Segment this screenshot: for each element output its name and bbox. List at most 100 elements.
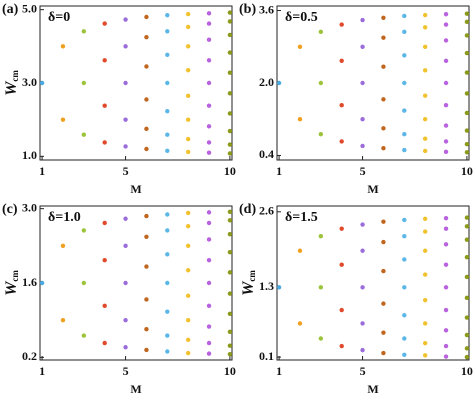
point [185, 136, 191, 142]
x-tick-label: 5 [123, 164, 129, 178]
point [227, 343, 233, 348]
point [227, 19, 233, 24]
point [60, 117, 66, 122]
point [464, 274, 470, 280]
point [206, 303, 212, 309]
panel-label: (c) [2, 202, 18, 217]
point [464, 332, 470, 338]
point [144, 213, 149, 219]
x-tick-label: 1 [39, 164, 45, 178]
point [339, 307, 344, 313]
point [443, 343, 449, 349]
point [81, 228, 87, 233]
plot-frame [39, 205, 233, 361]
point [227, 70, 233, 75]
point [227, 291, 233, 296]
point [144, 264, 149, 269]
point [443, 285, 449, 290]
point [185, 67, 191, 73]
point [318, 234, 324, 239]
point [165, 228, 170, 233]
point [206, 80, 212, 86]
point [206, 220, 212, 226]
point [102, 103, 107, 108]
point [60, 317, 66, 323]
point [381, 268, 386, 274]
point [443, 226, 449, 231]
point [464, 33, 470, 38]
point [422, 321, 428, 326]
point [185, 317, 191, 323]
point [144, 14, 149, 20]
point [102, 340, 107, 346]
point [165, 109, 170, 114]
point [227, 231, 233, 237]
point [185, 243, 191, 249]
panel-label: (d) [239, 202, 256, 217]
point [381, 146, 386, 151]
point [360, 117, 365, 122]
plot-frame [39, 5, 233, 161]
y-tick-label: 0.2 [22, 349, 37, 363]
point [443, 149, 449, 155]
point [185, 117, 191, 122]
point [402, 131, 407, 137]
y-axis-label-main: W [3, 80, 20, 96]
point [443, 307, 449, 313]
point [381, 97, 386, 102]
point [422, 353, 428, 358]
point [422, 93, 428, 98]
panel-title: δ=1.0 [48, 210, 81, 225]
point [123, 44, 128, 49]
point [464, 19, 470, 25]
point [422, 340, 428, 346]
point [206, 237, 212, 242]
panel-title: δ=0.5 [285, 10, 318, 25]
point [360, 44, 365, 49]
point [123, 243, 128, 249]
point [227, 329, 233, 335]
point [443, 216, 449, 221]
point [381, 15, 386, 20]
point [206, 58, 212, 63]
point [60, 243, 66, 249]
point [339, 226, 344, 231]
point [123, 117, 128, 122]
plot-frame [276, 205, 470, 361]
x-axis-label: M [367, 382, 378, 396]
y-tick-label: 1.0 [22, 148, 37, 162]
x-tick-label: 10 [224, 164, 236, 178]
x-tick-label: 1 [276, 364, 282, 378]
point [339, 58, 344, 64]
point [206, 21, 212, 26]
point [144, 234, 149, 239]
point [443, 328, 449, 333]
point [297, 321, 303, 326]
point [443, 139, 449, 144]
point [165, 52, 170, 57]
point [81, 333, 87, 338]
point [206, 140, 212, 145]
point [227, 32, 233, 38]
point [464, 237, 470, 242]
point [165, 252, 170, 257]
point [443, 102, 449, 108]
point [185, 223, 191, 229]
point [39, 80, 45, 86]
point [185, 350, 191, 356]
point [464, 315, 470, 320]
point [464, 346, 470, 351]
point [318, 80, 324, 86]
point [206, 324, 212, 329]
y-tick-label: 3.0 [22, 200, 37, 214]
point [185, 337, 191, 343]
point [443, 354, 449, 359]
point [144, 126, 149, 132]
x-tick-label: 1 [276, 164, 282, 178]
point [39, 280, 45, 286]
point [297, 44, 303, 49]
point [339, 262, 344, 267]
point [339, 343, 344, 349]
y-tick-label: 1.3 [259, 279, 274, 293]
point [206, 124, 212, 129]
